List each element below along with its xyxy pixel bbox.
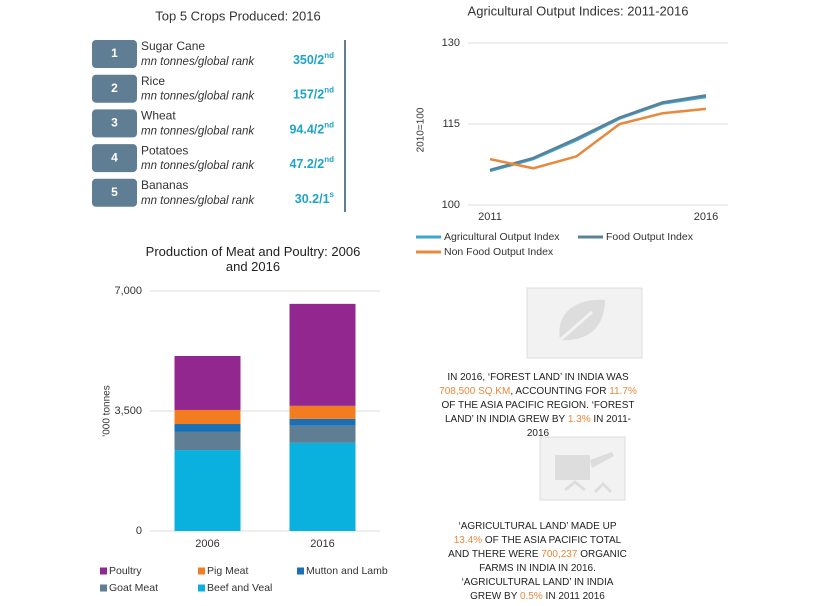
- crop-name: Potatoes: [141, 143, 188, 157]
- y-tick-label: 100: [442, 199, 460, 211]
- rank: 5: [111, 185, 118, 199]
- x-tick-label: 2016: [310, 538, 334, 550]
- legend-swatch: [100, 584, 107, 592]
- value: 350/2: [293, 53, 324, 67]
- crop-unit: mn tonnes/global rank: [141, 91, 255, 103]
- watering-icon: [539, 436, 626, 501]
- bar-segment: [174, 424, 241, 432]
- value-suffix: nd: [324, 86, 334, 95]
- rank-box: [92, 40, 137, 68]
- bar-segment: [174, 409, 241, 425]
- bar-segment: [289, 425, 356, 443]
- crop-value: 94.4/2nd: [289, 121, 334, 137]
- fact-highlight: 0.5%: [519, 591, 543, 602]
- fact-text: ‘AGRICULTURAL LAND’ MADE UP 13.4% OF THE…: [445, 520, 630, 604]
- fact-text: IN 2016, ‘FOREST LAND’ IN INDIA WAS 708,…: [438, 371, 638, 441]
- crop-name: Rice: [141, 74, 165, 88]
- rank-box: [92, 109, 137, 138]
- bar-segment: [174, 450, 241, 531]
- crop-value: 350/2nd: [293, 51, 334, 67]
- rank: 3: [111, 116, 118, 130]
- crop-name: Bananas: [141, 178, 188, 192]
- value: 94.4/2: [289, 123, 324, 137]
- crops-title: Top 5 Crops Produced: 2016: [155, 8, 321, 23]
- legend-label: Food Output Index: [606, 231, 694, 243]
- value: 30.2/1: [295, 192, 330, 206]
- rank: 2: [111, 81, 118, 95]
- fact-highlight: 708,500 SQ.KM: [439, 386, 511, 397]
- bar-segment: [174, 355, 241, 410]
- legend-swatch: [297, 567, 304, 575]
- rank-box: [92, 144, 137, 173]
- value-suffix: nd: [324, 155, 334, 164]
- crop-value: 157/2nd: [293, 86, 334, 102]
- legend-label: Beef and Veal: [207, 582, 272, 594]
- crop-unit: mn tonnes/global rank: [141, 56, 255, 68]
- x-tick-label: 2011: [478, 211, 502, 223]
- fact-segment: ‘AGRICULTURAL LAND’ MADE UP: [458, 521, 617, 532]
- crop-name: Sugar Cane: [141, 39, 205, 53]
- rank-box: [92, 74, 137, 103]
- legend-label: Poultry: [109, 565, 142, 577]
- series-line: [489, 94, 707, 172]
- legend-label: Non Food Output Index: [444, 246, 554, 258]
- rank: 1: [111, 46, 118, 60]
- rank-box: [92, 178, 137, 207]
- series-line: [489, 107, 707, 170]
- crop-name: Wheat: [141, 109, 176, 123]
- y-tick-label: 130: [442, 37, 460, 49]
- y-axis-label: 2010=100: [416, 107, 427, 152]
- fact-highlight: 700,237: [541, 549, 578, 560]
- legend-swatch: [100, 567, 107, 575]
- legend-label: Agricultural Output Index: [444, 231, 560, 243]
- crop-unit: mn tonnes/global rank: [141, 160, 255, 172]
- fact-segment: ORGANIC FARMS IN INDIA IN 2016. ‘AGRICUL…: [461, 549, 627, 602]
- value: 157/2: [293, 88, 324, 102]
- fact-segment: , ACCOUNTING FOR: [510, 386, 610, 397]
- y-tick-label: 0: [136, 525, 142, 537]
- fact-segment: IN 2016, ‘FOREST LAND’ IN INDIA WAS: [447, 372, 629, 383]
- crop-unit: mn tonnes/global rank: [141, 195, 255, 207]
- bar-chart-title: Production of Meat and Poultry: 2006 and…: [145, 244, 361, 274]
- value-suffix: nd: [324, 121, 334, 130]
- fact-highlight: 1.3%: [567, 414, 591, 425]
- bar-segment: [174, 431, 241, 451]
- crop-value: 30.2/1s: [295, 190, 335, 206]
- value: 47.2/2: [289, 157, 324, 171]
- legend-label: Goat Meat: [109, 582, 158, 594]
- y-tick-label: 3,500: [114, 405, 142, 417]
- fact-highlight: 13.4%: [453, 535, 483, 546]
- legend-swatch: [198, 567, 205, 575]
- bar-segment: [289, 442, 356, 531]
- leaf-icon: [526, 287, 643, 359]
- fact-segment: IN 2011-2016: [526, 414, 631, 439]
- y-tick-label: 115: [442, 118, 460, 130]
- fact-segment: IN 2011 2016: [542, 591, 605, 602]
- line-chart-title: Agricultural Output Indices: 2011-2016: [468, 3, 689, 18]
- crop-value: 47.2/2nd: [289, 155, 334, 171]
- value-suffix: nd: [324, 51, 334, 60]
- crop-unit: mn tonnes/global rank: [141, 125, 255, 137]
- fact-segment: OF THE ASIA PACIFIC TOTAL AND THERE WERE: [448, 535, 622, 560]
- legend-label: Mutton and Lamb: [306, 565, 388, 577]
- fact-highlight: 11.7%: [609, 386, 637, 397]
- bar-segment: [289, 405, 356, 419]
- fact-segment: OF THE ASIA PACIFIC REGION. ‘FOREST LAND…: [441, 400, 635, 425]
- x-tick-label: 2006: [195, 538, 219, 550]
- rank: 4: [111, 150, 118, 164]
- legend-swatch: [198, 584, 205, 592]
- legend-label: Pig Meat: [207, 565, 249, 577]
- x-tick-label: 2016: [694, 211, 718, 223]
- y-axis-label: '000 tonnes: [102, 385, 113, 436]
- y-tick-label: 7,000: [114, 285, 142, 297]
- bar-segment: [289, 303, 356, 406]
- bar-segment: [289, 418, 356, 426]
- value-suffix: s: [330, 190, 335, 199]
